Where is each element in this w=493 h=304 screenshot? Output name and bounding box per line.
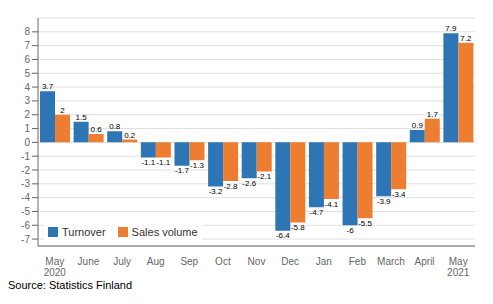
svg-text:4: 4: [24, 82, 30, 93]
svg-text:Dec: Dec: [281, 256, 299, 267]
svg-text:-7: -7: [21, 234, 30, 245]
svg-text:-5.8: -5.8: [291, 223, 305, 232]
svg-text:-5.5: -5.5: [358, 219, 372, 228]
svg-text:1.7: 1.7: [427, 110, 439, 119]
svg-text:Aug: Aug: [147, 256, 165, 267]
svg-text:-4.1: -4.1: [325, 200, 339, 209]
svg-text:7.9: 7.9: [445, 24, 457, 33]
html-text:Source: Statistics Finland: Source: Statistics Finland: [8, 279, 133, 291]
svg-text:2: 2: [60, 106, 65, 115]
svg-text:-1.1: -1.1: [156, 158, 170, 167]
svg-text:8: 8: [24, 26, 30, 37]
html-text:Sales volume: Sales volume: [131, 226, 198, 238]
svg-text:6: 6: [24, 54, 30, 65]
svg-text:7.2: 7.2: [460, 34, 472, 43]
svg-text:-1.1: -1.1: [141, 158, 155, 167]
svg-text:0.9: 0.9: [412, 121, 424, 130]
svg-text:0: 0: [24, 137, 30, 148]
svg-text:Oct: Oct: [215, 256, 231, 267]
svg-text:-3.9: -3.9: [377, 197, 391, 206]
svg-text:1: 1: [24, 123, 30, 134]
svg-text:-2: -2: [21, 165, 30, 176]
svg-text:-4.7: -4.7: [310, 208, 324, 217]
svg-text:May2021: May2021: [447, 256, 470, 276]
svg-text:0.6: 0.6: [91, 125, 103, 134]
svg-text:-1.7: -1.7: [175, 166, 189, 175]
svg-text:-2.8: -2.8: [224, 182, 238, 191]
svg-text:-4: -4: [21, 192, 30, 203]
svg-text:March: March: [377, 256, 405, 267]
svg-text:April: April: [415, 256, 435, 267]
svg-text:-6.4: -6.4: [276, 231, 290, 240]
svg-text:-3.2: -3.2: [209, 187, 223, 196]
svg-text:May2020: May2020: [44, 256, 67, 276]
svg-text:July: July: [113, 256, 131, 267]
svg-text:3: 3: [24, 95, 30, 106]
svg-text:-3: -3: [21, 178, 30, 189]
svg-text:1.5: 1.5: [76, 113, 88, 122]
svg-text:-1.3: -1.3: [190, 161, 204, 170]
svg-text:-6: -6: [21, 220, 30, 231]
svg-text:Feb: Feb: [349, 256, 367, 267]
svg-text:3.7: 3.7: [42, 82, 54, 91]
svg-text:-5: -5: [21, 206, 30, 217]
svg-text:Jan: Jan: [316, 256, 332, 267]
svg-text:2: 2: [24, 109, 30, 120]
svg-text:Nov: Nov: [248, 256, 266, 267]
svg-text:0.8: 0.8: [109, 122, 121, 131]
svg-text:5: 5: [24, 68, 30, 79]
svg-text:7: 7: [24, 40, 30, 51]
svg-text:-1: -1: [21, 151, 30, 162]
svg-text:Sep: Sep: [180, 256, 198, 267]
html-text:Turnover: Turnover: [62, 226, 106, 238]
svg-text:-3.4: -3.4: [392, 190, 406, 199]
svg-text:0.2: 0.2: [124, 131, 136, 140]
svg-text:June: June: [78, 256, 100, 267]
svg-text:-2.6: -2.6: [242, 179, 256, 188]
svg-text:-2.1: -2.1: [257, 172, 271, 181]
svg-text:-6: -6: [346, 226, 354, 235]
